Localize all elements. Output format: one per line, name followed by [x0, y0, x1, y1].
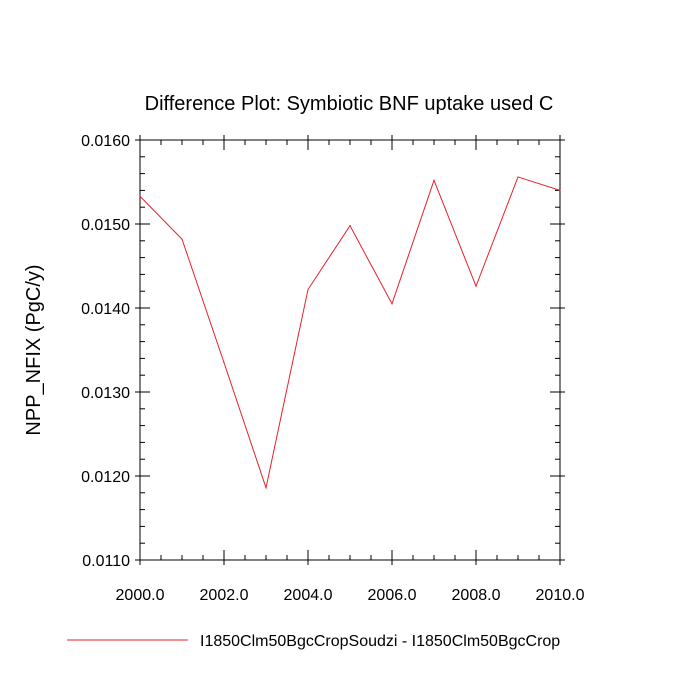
y-tick-label: 0.0160: [81, 133, 130, 150]
x-tick-label: 2000.0: [116, 587, 165, 604]
series-point: [433, 179, 435, 181]
x-tick-label: 2004.0: [284, 587, 333, 604]
x-tick-label: 2006.0: [368, 587, 417, 604]
series-point: [139, 195, 141, 197]
legend-entry-label: I1850Clm50BgcCropSoudzi - I1850Clm50BgcC…: [200, 633, 560, 650]
series-point: [559, 189, 561, 191]
series-point: [181, 238, 183, 240]
chart-title: Difference Plot: Symbiotic BNF uptake us…: [145, 93, 554, 115]
series-point: [475, 285, 477, 287]
series-point: [349, 225, 351, 227]
series-point: [265, 487, 267, 489]
y-tick-label: 0.0150: [81, 217, 130, 234]
x-tick-label: 2010.0: [536, 587, 585, 604]
series-point: [517, 176, 519, 178]
plot-frame: [139, 139, 561, 561]
y-tick-label: 0.0130: [81, 385, 130, 402]
series-line: [139, 176, 561, 490]
series-point: [307, 288, 309, 291]
y-tick-label: 0.0120: [81, 469, 130, 486]
x-tick-label: 2002.0: [200, 587, 249, 604]
y-tick-label: 0.0140: [81, 301, 130, 318]
series-point: [223, 362, 225, 364]
y-tick-label: 0.0110: [82, 553, 130, 570]
x-tick-label: 2008.0: [452, 587, 501, 604]
y-axis-label: NPP_NFIX (PgC/y): [23, 264, 45, 435]
series-point: [391, 303, 393, 305]
